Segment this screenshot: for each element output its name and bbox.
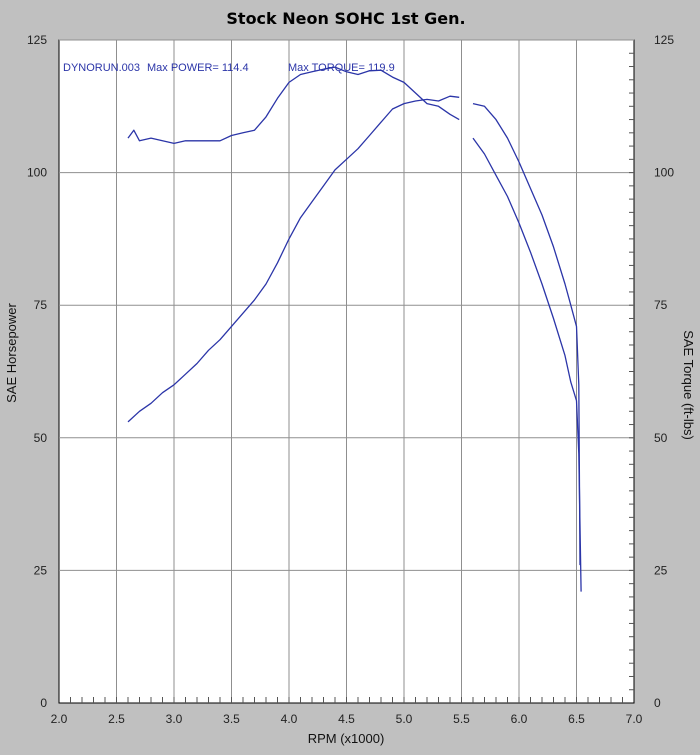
series [127, 66, 582, 592]
y2-tick-label-3: 75 [654, 298, 668, 312]
y2-tick-label-2: 50 [654, 431, 668, 445]
y-tick-label-3: 75 [34, 298, 48, 312]
y-tick-label-4: 100 [27, 166, 47, 180]
x-tick-label-0: 2.0 [51, 712, 68, 726]
series-line-torque_high_rpm [472, 137, 582, 592]
x-tick-label-9: 6.5 [568, 712, 585, 726]
x-tick-label-10: 7.0 [626, 712, 643, 726]
series-line-horsepower_high_rpm [472, 102, 581, 566]
annotation-max-power: Max POWER= 114.4 [147, 62, 249, 74]
y2-tick-label-0: 0 [654, 696, 661, 710]
y2-tick-label-5: 125 [654, 33, 674, 47]
y-tick-label-2: 50 [34, 431, 48, 445]
series-line-horsepower [127, 95, 460, 423]
annotation-max-torque: Max TORQUE= 119.9 [288, 62, 395, 74]
y-tick-label-1: 25 [34, 563, 48, 577]
x-tick-label-7: 5.5 [453, 712, 470, 726]
x-tick-label-5: 4.5 [338, 712, 355, 726]
x-tick-label-8: 6.0 [511, 712, 528, 726]
x-tick-label-6: 5.0 [396, 712, 413, 726]
y2-axis-label: SAE Torque (ft-lbs) [681, 330, 696, 440]
x-tick-label-4: 4.0 [281, 712, 298, 726]
y2-tick-label-4: 100 [654, 166, 674, 180]
x-tick-label-2: 3.0 [166, 712, 183, 726]
y-axis-label: SAE Horsepower [4, 302, 19, 402]
y-tick-label-0: 0 [40, 696, 47, 710]
minor-ticks [70, 52, 634, 703]
y-tick-label-5: 125 [27, 33, 47, 47]
x-tick-label-3: 3.5 [223, 712, 240, 726]
y2-tick-label-1: 25 [654, 563, 668, 577]
series-line-torque [127, 66, 460, 145]
tick-labels: 2.0 2.5 3.0 3.5 4.0 4.5 5.0 5.5 6.0 6.5 7.0 0 25 50 75… [27, 33, 674, 726]
chart-title: Stock Neon SOHC 1st Gen. [226, 9, 465, 28]
grid [59, 39, 634, 703]
x-axis-label: RPM (x1000) [308, 731, 385, 746]
x-tick-label-1: 2.5 [108, 712, 125, 726]
annotation-run: DYNORUN.003 [63, 62, 140, 74]
